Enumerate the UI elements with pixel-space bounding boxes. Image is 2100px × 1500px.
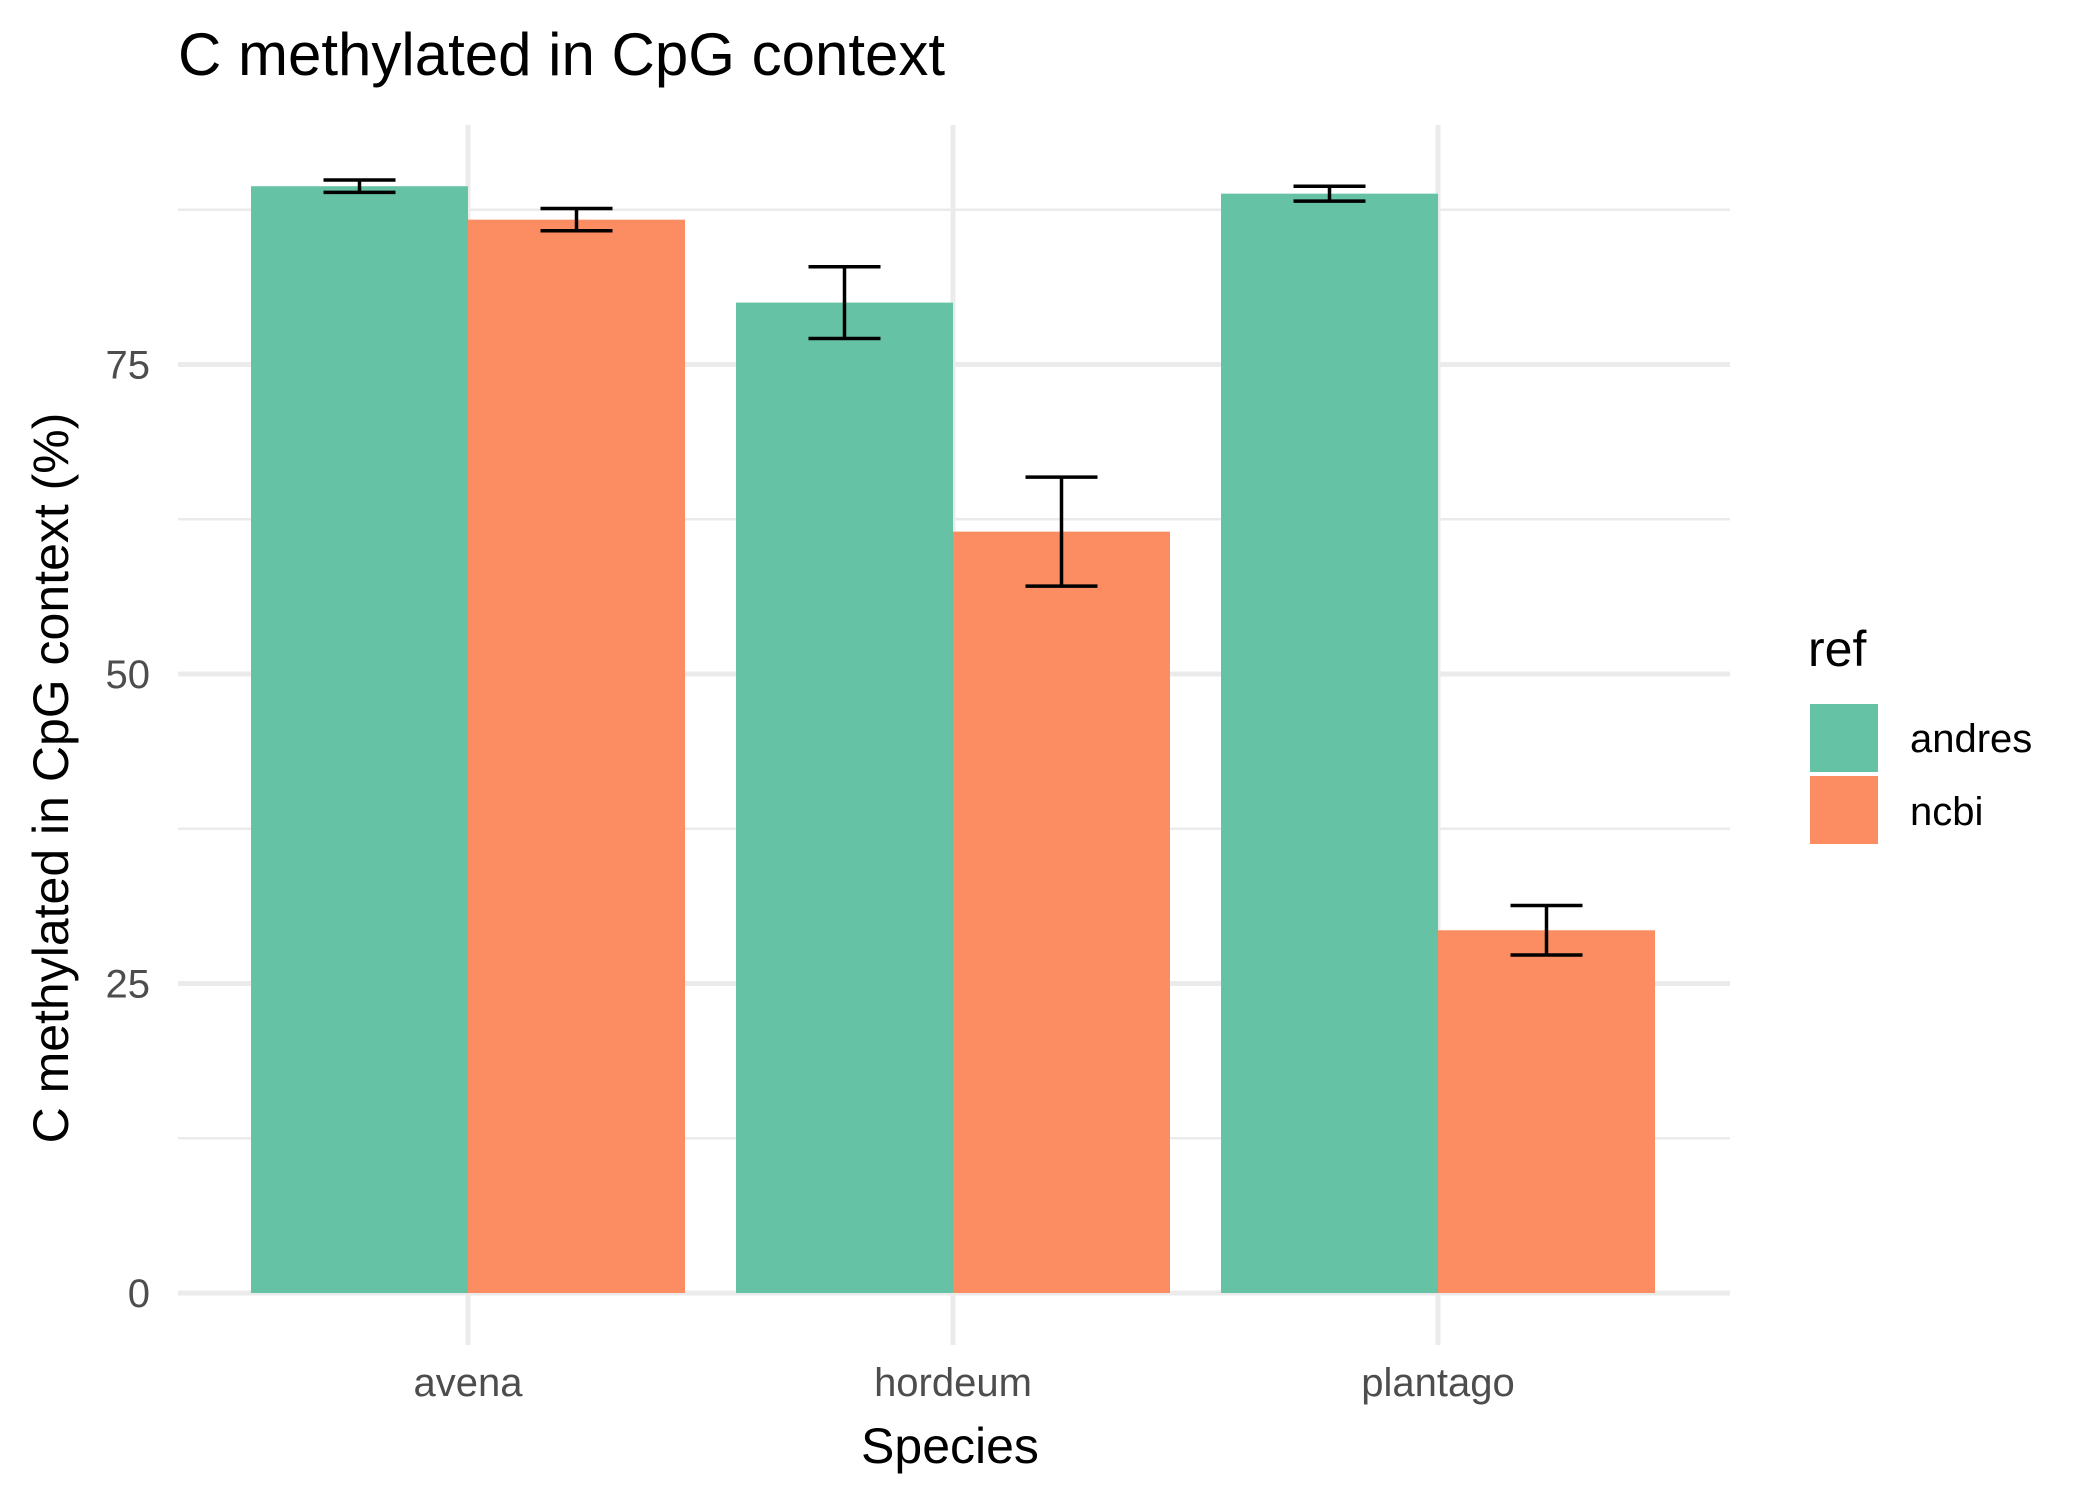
errorbar-andres-plantago	[1293, 184, 1366, 203]
legend: ref andres ncbi	[1808, 621, 2032, 844]
bar-andres-avena	[251, 186, 468, 1293]
bar-ncbi-plantago	[1438, 930, 1655, 1293]
errorbar-ncbi-avena	[540, 206, 613, 233]
errorbar-ncbi-hordeum	[1025, 475, 1098, 588]
legend-title: ref	[1808, 621, 1866, 677]
x-tick-label: avena	[414, 1361, 524, 1405]
y-tick-label: 25	[106, 963, 151, 1007]
chart-title: C methylated in CpG context	[178, 21, 945, 88]
bars	[251, 186, 1655, 1294]
axis-ticks: 0 25 50 75 avena hordeum plantago	[106, 344, 1515, 1406]
bar-ncbi-avena	[468, 219, 685, 1293]
y-tick-label: 50	[106, 653, 151, 697]
legend-label-ncbi: ncbi	[1910, 790, 1983, 834]
x-axis-title: Species	[861, 1418, 1039, 1474]
y-tick-label: 75	[106, 344, 151, 388]
bar-ncbi-hordeum	[953, 531, 1170, 1293]
errorbar-andres-avena	[323, 178, 396, 195]
y-tick-label: 0	[128, 1272, 150, 1316]
x-tick-label: hordeum	[874, 1361, 1032, 1405]
y-axis-title: C methylated in CpG context (%)	[23, 413, 79, 1144]
bar-andres-plantago	[1221, 193, 1438, 1293]
bar-andres-hordeum	[736, 302, 953, 1294]
legend-key-andres	[1810, 704, 1878, 772]
legend-label-andres: andres	[1910, 717, 2032, 761]
error-bars	[323, 178, 1583, 957]
errorbar-andres-hordeum	[808, 264, 881, 341]
legend-key-ncbi	[1810, 776, 1878, 844]
errorbar-ncbi-plantago	[1510, 903, 1583, 957]
x-tick-label: plantago	[1361, 1361, 1514, 1405]
